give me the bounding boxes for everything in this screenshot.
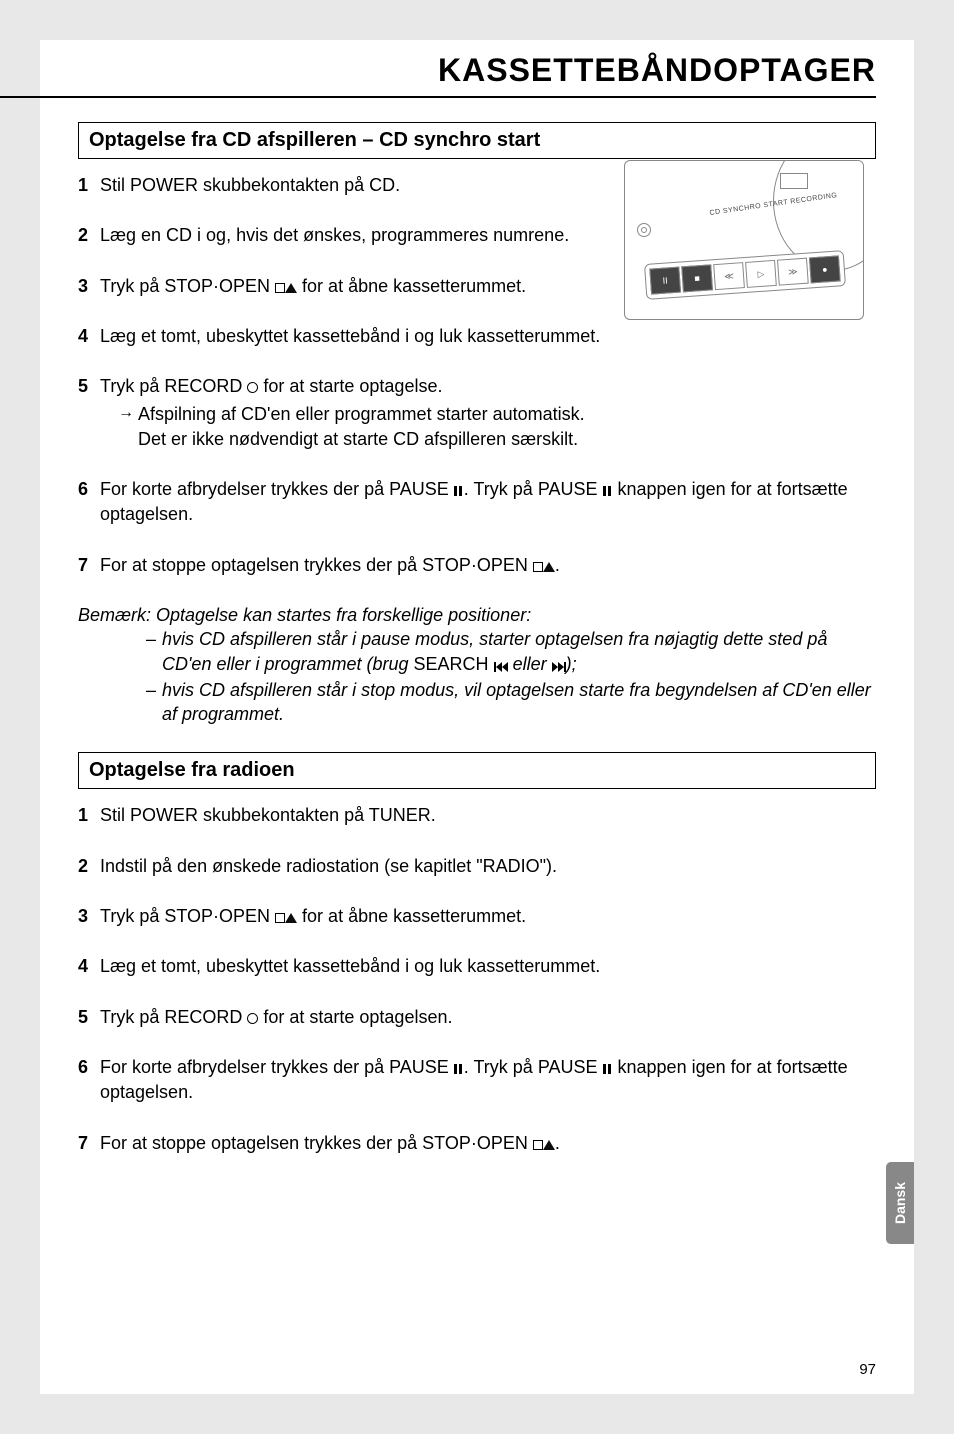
step-text: Tryk på RECORD [100,1007,247,1027]
step-text: . [555,555,560,575]
step: Læg et tomt, ubeskyttet kassettebånd i o… [78,954,876,978]
section-2-heading: Optagelse fra radioen [78,752,876,789]
step: Tryk på RECORD for at starte optagelsen. [78,1005,876,1029]
record-icon [247,382,258,393]
note-text: eller [508,654,552,674]
content: Optagelse fra CD afspilleren – CD synchr… [78,122,876,1181]
page: KASSETTEBÅNDOPTAGER CD SYNCHRO START REC… [40,40,914,1394]
step: Læg et tomt, ubeskyttet kassettebånd i o… [78,324,608,348]
step: Stil POWER skubbekontakten på CD. [78,173,608,197]
step-text: For korte afbrydelser trykkes der på PAU… [100,1057,454,1077]
step: Stil POWER skubbekontakten på TUNER. [78,803,876,827]
step: Tryk på STOP·OPEN for at åbne kassetteru… [78,274,608,298]
note-text: ); [566,654,577,674]
pause-icon [454,1056,464,1080]
step-text: for at starte optagelsen. [258,1007,452,1027]
step-text: Tryk på STOP·OPEN [100,906,275,926]
step-text: for at åbne kassetterummet. [297,906,526,926]
arrow-icon: → [118,402,138,451]
step: For korte afbrydelser trykkes der på PAU… [78,477,876,527]
step: For at stoppe optagelsen trykkes der på … [78,553,876,577]
pause-icon [454,478,464,502]
step-text: For at stoppe optagelsen trykkes der på … [100,1133,533,1153]
step: For korte afbrydelser trykkes der på PAU… [78,1055,876,1105]
stop-icon [533,1140,543,1150]
step-text: for at starte optagelse. [258,376,442,396]
open-icon [285,283,297,293]
section-2-steps: Stil POWER skubbekontakten på TUNER. Ind… [78,803,876,1154]
stop-icon [275,283,285,293]
note-block: Bemærk: Optagelse kan startes fra forske… [78,603,876,726]
open-icon [285,913,297,923]
page-number: 97 [859,1361,876,1378]
header-rule [0,96,876,98]
note-item: hvis CD afspilleren står i stop modus, v… [78,678,876,727]
step-text: . Tryk på PAUSE [464,479,603,499]
pause-icon [603,478,613,502]
step-subtext: Afspilning af CD'en eller programmet sta… [138,402,608,451]
step-text: for at åbne kassetterummet. [297,276,526,296]
stop-icon [275,913,285,923]
step: Tryk på RECORD for at starte optagelse. … [78,374,608,451]
open-icon [543,562,555,572]
section-1-steps: Stil POWER skubbekontakten på CD. Læg en… [78,173,876,577]
step-text: Tryk på STOP·OPEN [100,276,275,296]
step-text: For korte afbrydelser trykkes der på PAU… [100,479,454,499]
step: Indstil på den ønskede radiostation (se … [78,854,876,878]
step-text: . [555,1133,560,1153]
note-item: hvis CD afspilleren står i pause modus, … [78,627,876,678]
language-tab: Dansk [886,1162,914,1244]
section-1-heading: Optagelse fra CD afspilleren – CD synchr… [78,122,876,159]
note-text: SEARCH [414,654,489,674]
step-text: For at stoppe optagelsen trykkes der på … [100,555,533,575]
step: Tryk på STOP·OPEN for at åbne kassetteru… [78,904,876,928]
open-icon [543,1140,555,1150]
record-icon [247,1013,258,1024]
step: For at stoppe optagelsen trykkes der på … [78,1131,876,1155]
note-intro: Bemærk: Optagelse kan startes fra forske… [78,603,876,627]
step-text: . Tryk på PAUSE [464,1057,603,1077]
step-text: Tryk på RECORD [100,376,247,396]
step: Læg en CD i og, hvis det ønskes, program… [78,223,608,247]
page-title: KASSETTEBÅNDOPTAGER [438,52,876,89]
stop-icon [533,562,543,572]
pause-icon [603,1056,613,1080]
rewind-icon [494,654,502,678]
